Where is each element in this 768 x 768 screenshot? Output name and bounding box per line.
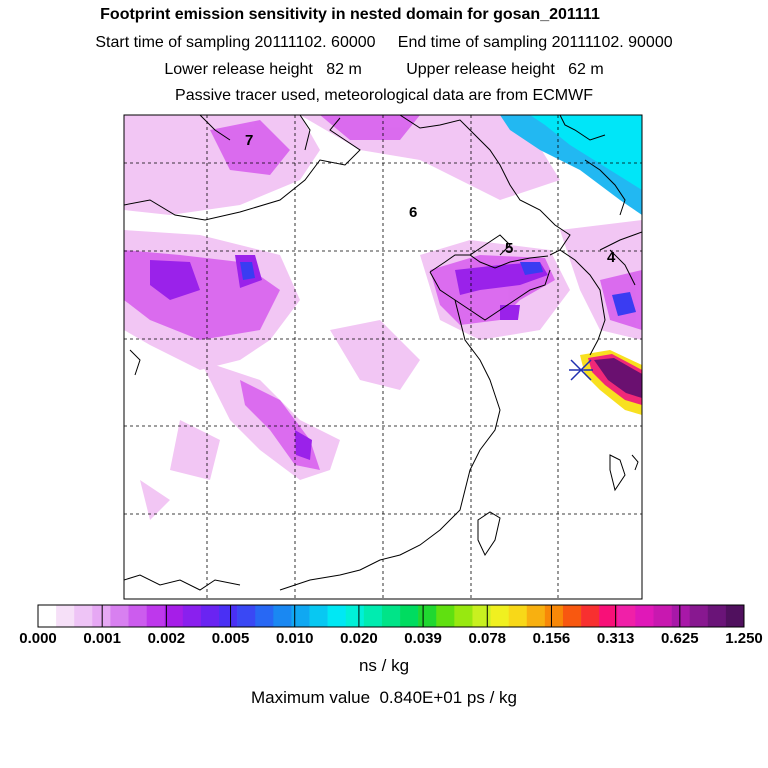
colorbar-cell: [671, 605, 690, 627]
colorbar-cell: [436, 605, 455, 627]
colorbar-tick-label: 0.000: [19, 630, 57, 647]
colorbar-cell: [526, 605, 546, 627]
tracer-info-line: Passive tracer used, meteorological data…: [175, 87, 593, 104]
colorbar-cell: [219, 605, 238, 627]
colorbar-cell: [635, 605, 654, 627]
colorbar-cell: [689, 605, 709, 627]
colorbar-cell: [653, 605, 672, 627]
colorbar-cell: [128, 605, 147, 627]
release-height-line: Lower release height 82 m Upper release …: [164, 61, 604, 78]
colorbar-cell: [418, 605, 437, 627]
colorbar-cell: [544, 605, 564, 627]
colorbar-cell: [291, 605, 310, 627]
colorbar-cell: [490, 605, 509, 627]
graticule: [124, 115, 642, 599]
colorbar-cell: [472, 605, 491, 627]
colorbar-tick-label: 0.020: [340, 630, 378, 647]
colorbar-tick-label: 0.313: [596, 630, 635, 647]
colorbar-tick-label: 0.078: [468, 630, 507, 647]
map-frame: [123, 114, 643, 600]
map-title: Footprint emission sensitivity in nested…: [100, 6, 600, 23]
colorbar-cell: [309, 605, 328, 627]
day-label-6: 6: [409, 204, 418, 221]
colorbar-cell: [599, 605, 618, 627]
colorbar: [37, 604, 745, 628]
colorbar-tick-label: 0.005: [211, 630, 250, 647]
sampling-time-line: Start time of sampling 20111102. 60000 E…: [95, 34, 673, 51]
colorbar-cell: [110, 605, 129, 627]
colorbar-cell: [454, 605, 473, 627]
colorbar-cell: [273, 605, 292, 627]
colorbar-cell: [617, 605, 636, 627]
coastlines: [124, 115, 642, 591]
colorbar-cell: [363, 605, 383, 627]
receptor-marker-icon: [569, 359, 593, 381]
colorbar-cell: [38, 605, 57, 627]
colorbar-cell: [400, 605, 419, 627]
colorbar-units: ns / kg: [358, 656, 410, 675]
sensitivity-field-blue: [240, 262, 636, 316]
colorbar-cell: [581, 605, 600, 627]
colorbar-cell: [237, 605, 256, 627]
colorbar-cell: [255, 605, 274, 627]
colorbar-cell: [182, 605, 202, 627]
colorbar-tick-label: 0.002: [147, 630, 186, 647]
footprint-map: [123, 114, 643, 600]
max-value-text: Maximum value 0.840E+01 ps / kg: [251, 688, 517, 707]
day-label-7: 7: [245, 132, 254, 149]
colorbar-cell: [92, 605, 111, 627]
colorbar-cell: [508, 605, 528, 627]
colorbar-cell: [345, 605, 365, 627]
colorbar-cell: [707, 605, 727, 627]
day-label-5: 5: [505, 240, 514, 257]
colorbar-cell: [200, 605, 220, 627]
colorbar-cell: [146, 605, 166, 627]
colorbar-cell: [164, 605, 184, 627]
colorbar-tick-label: 0.010: [275, 630, 314, 647]
colorbar-tick-label: 1.250: [725, 630, 763, 647]
colorbar-tick-label: 0.156: [532, 630, 571, 647]
colorbar-cell: [56, 605, 75, 627]
colorbar-cell: [74, 605, 93, 627]
colorbar-cell: [327, 605, 347, 627]
colorbar-cell: [562, 605, 582, 627]
colorbar-tick-label: 0.039: [404, 630, 442, 647]
colorbar-tick-label: 0.625: [661, 630, 699, 647]
colorbar-cell: [725, 605, 745, 627]
day-label-4: 4: [607, 249, 616, 266]
colorbar-tick-label: 0.001: [83, 630, 121, 647]
colorbar-cell: [381, 605, 401, 627]
